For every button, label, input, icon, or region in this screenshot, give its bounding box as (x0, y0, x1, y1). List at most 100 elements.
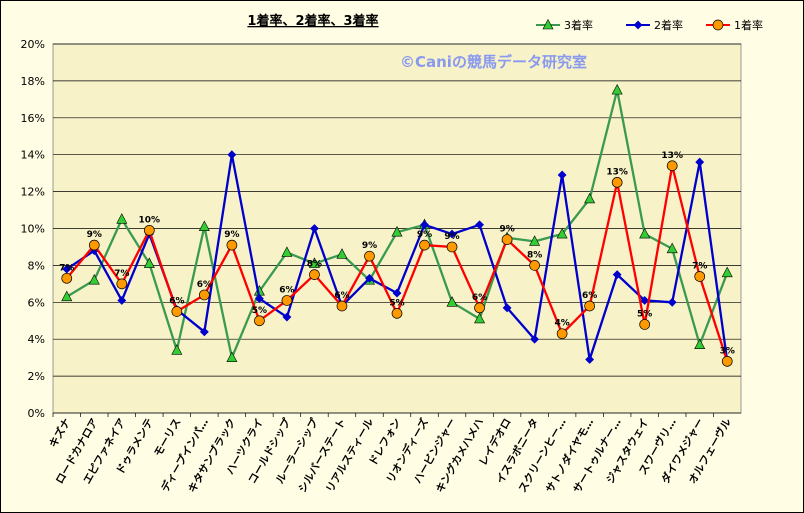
data-point (666, 242, 678, 254)
data-label: 9% (87, 230, 102, 240)
y-tick-label: 14% (21, 149, 45, 162)
data-label: 7% (692, 261, 707, 271)
y-tick-label: 16% (21, 112, 45, 125)
data-point (584, 192, 596, 204)
data-point (364, 250, 375, 262)
data-label: 6% (279, 285, 294, 295)
data-point (336, 248, 348, 259)
data-point (88, 274, 100, 285)
data-label: 7% (114, 269, 129, 279)
data-point (336, 300, 348, 312)
y-tick-label: 18% (21, 75, 45, 88)
data-point (585, 355, 595, 364)
series-3 (61, 160, 733, 367)
data-point (143, 224, 155, 236)
gridlines (53, 43, 741, 414)
data-point (117, 296, 127, 305)
data-point (116, 278, 128, 290)
data-point (666, 160, 678, 172)
y-tick-label: 8% (28, 259, 45, 272)
data-point (254, 315, 265, 327)
data-label: 6% (197, 280, 212, 290)
data-label: 10% (139, 215, 161, 225)
data-point (557, 170, 567, 180)
data-point (694, 338, 706, 350)
data-point (116, 213, 128, 224)
data-label: 5% (252, 306, 267, 316)
data-point (199, 327, 209, 337)
data-point (281, 246, 293, 257)
data-point (226, 351, 238, 362)
y-tick-label: 10% (21, 223, 45, 236)
data-label: 6% (472, 293, 487, 303)
data-label: 8% (307, 260, 322, 270)
series-1 (61, 83, 733, 362)
legend-item: 1着率 (706, 18, 763, 32)
data-label: 9% (444, 232, 459, 242)
data-label: 3% (720, 346, 735, 356)
data-point (281, 295, 293, 306)
data-point (446, 296, 458, 307)
data-label: 9% (362, 241, 377, 251)
data-point (171, 306, 183, 317)
x-axis: キズナロードカナロアエピファネイアドゥラメンテモーリスディープインパ…キタサンブ… (46, 413, 734, 495)
legend-marker (633, 20, 643, 30)
data-labels: 7% 9% 7% 10% 6% 6% 9% 5% 6% 8% 6% 9% 5% 9% 9% 6% 9% 8% 4% 6… (59, 151, 735, 357)
data-point (227, 150, 237, 160)
data-label: 9% (224, 230, 239, 240)
data-point (143, 257, 155, 268)
data-point (611, 177, 623, 188)
data-point (419, 239, 430, 251)
data-point (391, 226, 403, 237)
data-point (501, 234, 513, 245)
data-label: 5% (637, 309, 652, 319)
data-label: 9% (499, 225, 514, 235)
data-point (556, 328, 568, 340)
data-label: 7% (59, 263, 74, 273)
data-point (502, 303, 512, 313)
legend-marker (542, 18, 554, 30)
legend-marker (712, 19, 724, 31)
legend-label: 1着率 (734, 18, 763, 32)
data-point (695, 157, 705, 167)
data-point (391, 308, 403, 319)
data-point (474, 302, 485, 314)
data-point (475, 220, 484, 230)
y-tick-label: 12% (21, 186, 45, 199)
data-point (529, 260, 540, 271)
data-point (584, 300, 595, 312)
data-point (474, 312, 486, 324)
data-point (171, 344, 183, 355)
y-tick-label: 6% (28, 296, 45, 309)
data-point (611, 83, 623, 95)
data-point (447, 229, 457, 239)
data-label: 8% (527, 250, 542, 260)
data-point (198, 220, 210, 231)
series-layer (61, 83, 733, 367)
data-point (61, 290, 73, 302)
data-point (529, 235, 541, 246)
data-point (365, 273, 374, 283)
data-label: 5% (389, 298, 404, 308)
data-point (392, 288, 402, 298)
x-tick-label: キズナ (46, 416, 73, 450)
data-label: 6% (582, 291, 597, 301)
data-point (199, 289, 210, 301)
data-point (639, 227, 651, 239)
data-point (61, 272, 73, 284)
legend-label: 2着率 (654, 18, 683, 32)
data-point (282, 312, 292, 322)
data-point (530, 334, 540, 344)
data-point (309, 269, 320, 280)
y-axis: 0% 2% 4% 6% 8% 10% 12% 14% 16% 18% 20% (21, 38, 45, 420)
data-point (88, 239, 100, 251)
y-tick-label: 2% (28, 370, 45, 383)
data-point (721, 266, 733, 278)
legend-label: 3着率 (564, 18, 593, 32)
chart-title: 1着率、2着率、3着率 (247, 13, 378, 29)
data-point (639, 319, 651, 330)
data-point (308, 257, 320, 268)
data-point (721, 355, 733, 367)
data-label: 9% (417, 230, 432, 240)
